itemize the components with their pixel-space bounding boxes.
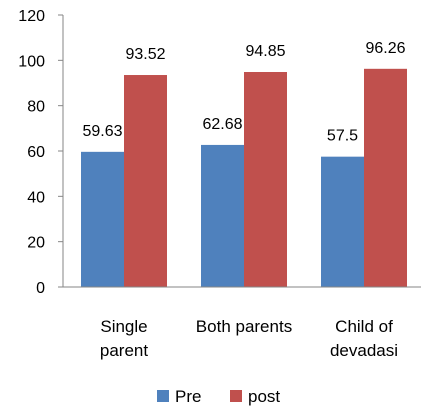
data-label-pre-2: 57.5 — [327, 128, 358, 145]
bar-post-0 — [124, 75, 167, 287]
y-tick-label: 120 — [18, 8, 45, 25]
bar-pre-2 — [321, 156, 364, 287]
legend-label-post: post — [248, 387, 280, 406]
bar-post-2 — [364, 68, 407, 287]
legend-swatch-post — [230, 390, 242, 402]
y-tick-label: 100 — [18, 53, 45, 70]
legend-label-pre: Pre — [175, 387, 201, 406]
data-labels: 59.63 62.68 57.5 93.52 94.85 96.26 — [82, 40, 405, 145]
legend: Pre post — [157, 387, 280, 406]
data-label-pre-0: 59.63 — [82, 123, 122, 140]
bar-post-1 — [244, 72, 287, 287]
x-category-label: Both parents — [196, 317, 292, 336]
y-tick-label: 60 — [27, 144, 45, 161]
y-tick-label: 0 — [36, 280, 45, 297]
x-category-label: Child of — [335, 317, 393, 336]
legend-swatch-pre — [157, 390, 169, 402]
y-axis: 0 20 40 60 80 100 120 — [18, 8, 64, 297]
data-label-pre-1: 62.68 — [202, 116, 242, 133]
y-tick-label: 20 — [27, 235, 45, 252]
data-label-post-2: 96.26 — [365, 40, 405, 57]
data-label-post-1: 94.85 — [245, 43, 285, 60]
bar-pre-0 — [81, 151, 124, 287]
x-category-label: Single — [100, 317, 147, 336]
y-tick-label: 80 — [27, 99, 45, 116]
x-category-label: parent — [100, 341, 148, 360]
y-tick-label: 40 — [27, 189, 45, 206]
x-axis: Single parent Both parents Child of devadasi — [63, 286, 421, 360]
bars — [81, 68, 407, 287]
bar-pre-1 — [201, 144, 244, 287]
x-category-label: devadasi — [330, 341, 398, 360]
data-label-post-0: 93.52 — [125, 46, 165, 63]
